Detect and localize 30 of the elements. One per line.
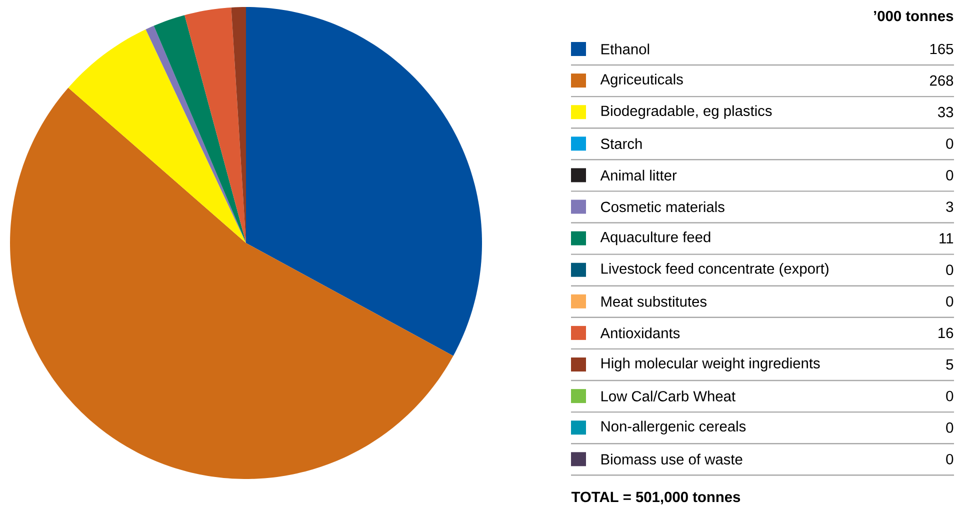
text: 0 [946,170,954,180]
legend-label: Ethanol [601,44,650,54]
legend-label: Antioxidants [600,328,680,338]
legend-label: Starch [600,138,642,150]
data-label: 3 [946,202,954,212]
text: TOTAL = 501,000 tonnes [571,492,740,504]
legend-label: Non-allergenic cereals [601,420,746,434]
legend-label: High molecular weight ingredients [601,358,820,372]
text: 0 [946,390,954,402]
text: 0 [946,454,954,464]
legend-label: Biodegradable, eg plastics [601,105,772,119]
data-label: 165 [930,44,954,54]
legend-label: Biomass use of waste [601,454,742,465]
text: 0 [946,422,954,433]
data-label: 33 [938,106,954,118]
text: 0 [946,138,954,149]
data-label: 268 [930,75,954,86]
legend-label: Aquaculture feed [600,231,710,246]
legend-label: Livestock feed concentrate (export) [601,263,828,277]
text: 0 [946,264,954,276]
data-label: 16 [938,328,954,338]
legend-label: Low Cal/Carb Wheat [601,390,736,402]
data-label: 5 [946,359,954,370]
legend-label: Meat substitutes [601,296,707,307]
text: 0 [946,296,954,307]
legend-label: Animal litter [600,170,677,181]
legend-title: ’000 tonnes [874,10,954,22]
legend-label: Cosmetic materials [601,201,724,212]
data-label: 11 [940,233,954,244]
legend-label: Agriceuticals [600,74,683,88]
